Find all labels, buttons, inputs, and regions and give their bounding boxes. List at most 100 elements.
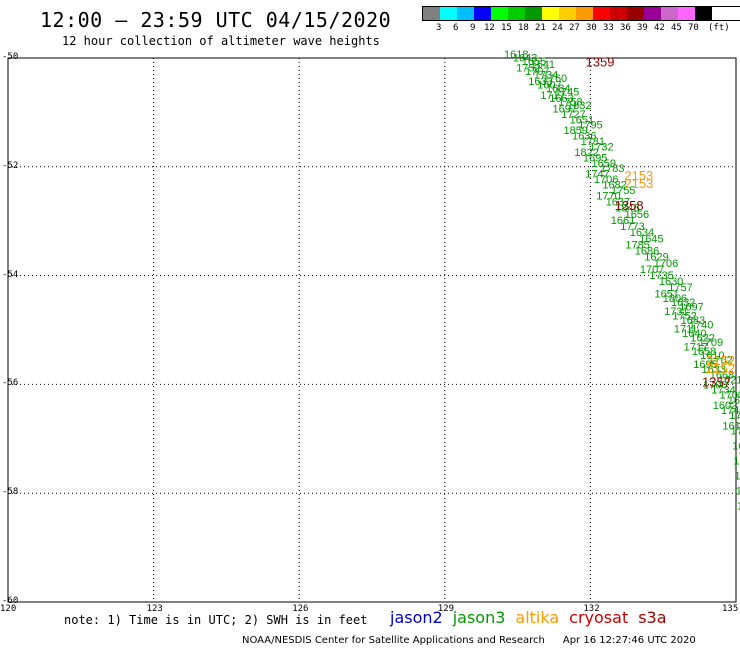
wave-height-label: 1633	[528, 76, 552, 88]
wave-height-label: 1661	[611, 215, 635, 227]
legend-jason2: jason2	[390, 608, 443, 627]
wave-height-label: 1609	[737, 415, 740, 427]
wave-height-label: 1758	[558, 97, 582, 109]
note-text: note: 1) Time is in UTC; 2) SWH is in fe…	[64, 613, 368, 627]
wave-height-label: 1731	[664, 306, 688, 318]
scale-label: 70	[688, 23, 699, 33]
wave-height-label: 1621	[718, 374, 740, 386]
y-tick-label: -54	[2, 269, 19, 280]
satellite-time-label: 1358	[615, 198, 644, 213]
scale-label: 15	[501, 23, 512, 33]
wave-height-label: 1643	[513, 52, 537, 64]
wave-height-label: 1622	[690, 333, 714, 345]
wave-height-label: 1832	[567, 100, 591, 112]
legend-jason3: jason3	[452, 608, 506, 627]
x-tick-label: 126	[292, 604, 309, 614]
scale-swatch	[695, 7, 712, 20]
wave-height-label: 1618	[722, 420, 740, 432]
footer-credit: NOAA/NESDIS Center for Satellite Applica…	[242, 635, 545, 646]
wave-height-label: 1707	[525, 66, 549, 78]
wave-height-label: 1695	[693, 359, 717, 371]
wave-height-label: 1747	[739, 430, 740, 442]
wave-height-label: 1673	[732, 441, 740, 453]
wave-height-label: 1636	[572, 131, 596, 143]
wave-height-label: 1683	[681, 315, 705, 327]
wave-height-label: 1760	[543, 73, 567, 85]
map-frame	[7, 57, 737, 603]
satellite-time-label: 2153	[624, 176, 653, 191]
scale-swatch	[525, 7, 542, 20]
scale-swatch	[440, 7, 457, 20]
x-tick-label: 129	[437, 604, 455, 614]
wave-height-label: 1734	[534, 69, 558, 81]
wave-height-label: 1618	[504, 49, 528, 61]
wave-height-label: 1791	[729, 410, 740, 422]
wave-height-label: 1700	[719, 390, 740, 402]
y-tick-label: -56	[2, 378, 19, 389]
scale-swatch	[627, 7, 644, 20]
wave-height-label: 1795	[578, 120, 602, 132]
wave-height-label: 1686	[635, 246, 659, 258]
wave-height-label: 1656	[625, 209, 649, 221]
scale-label: 3	[436, 23, 442, 33]
wave-height-label: 1735	[649, 270, 673, 282]
wave-height-label: 1706	[703, 379, 727, 391]
wave-height-label: 1707	[640, 264, 664, 276]
wave-height-label: 1634	[630, 227, 654, 239]
wave-height-label: 1633	[702, 364, 726, 376]
footer: NOAA/NESDIS Center for Satellite Applica…	[242, 635, 696, 646]
wave-height-label: 1734	[711, 385, 735, 397]
scale-swatch	[610, 7, 627, 20]
wave-height-label: 1773	[620, 221, 644, 233]
wave-height-label: 1708	[737, 501, 740, 513]
scale-label: 36	[620, 23, 631, 33]
satellite-time-label: 2152	[706, 353, 735, 368]
page-subtitle: 12 hour collection of altimeter wave hei…	[62, 34, 380, 48]
satellite-time-label: 1359	[586, 54, 615, 69]
scale-label: 21	[535, 23, 546, 33]
scale-unit: (ft)	[708, 23, 730, 33]
satellite-time-label: 2152	[706, 361, 735, 376]
wave-height-label: 1717	[540, 90, 564, 102]
wave-height-label: 1711	[674, 324, 698, 336]
wave-height-label: 1602	[713, 400, 737, 412]
wave-height-label: 1684	[546, 83, 570, 95]
satellite-time-label: 2153	[624, 168, 653, 183]
scale-label: 42	[654, 23, 665, 33]
wave-height-label: 1757	[668, 282, 692, 294]
wave-height-label: 1659	[591, 158, 615, 170]
scale-label: 30	[586, 23, 597, 33]
scale-swatch	[491, 7, 508, 20]
scale-label: 24	[552, 23, 563, 33]
scale-swatch	[542, 7, 559, 20]
wave-height-label: 1822	[574, 147, 598, 159]
wave-height-label: 1706	[594, 174, 618, 186]
scale-label: 39	[637, 23, 648, 33]
satellite-legend: jason2 jason3 altika cryosat s3a	[390, 608, 677, 627]
legend-altika: altika	[515, 608, 560, 627]
wave-height-label: 1717	[684, 341, 708, 353]
wave-height-label: 1607	[537, 80, 561, 92]
wave-height-label: 1781	[581, 136, 605, 148]
scale-label: 9	[470, 23, 476, 33]
wave-height-label: 1846	[615, 203, 639, 215]
wave-height-label: 1779	[735, 471, 740, 483]
wave-height-label: 1629	[644, 252, 668, 264]
x-tick-label: 120	[0, 604, 17, 614]
wave-height-label: 1682	[602, 180, 626, 192]
scale-swatch	[457, 7, 474, 20]
wave-height-label: 1859	[563, 125, 587, 137]
wave-height-label: 1697	[679, 302, 703, 314]
scale-swatch	[559, 7, 576, 20]
wave-height-label: 1702	[708, 355, 732, 367]
legend-s3a: s3a	[638, 608, 667, 627]
wave-height-label: 1718	[733, 456, 740, 468]
wave-height-label: 1732	[589, 141, 613, 153]
wave-height-label: 1637	[606, 197, 630, 209]
wave-height-label: 1641	[531, 59, 555, 71]
scale-swatches	[422, 6, 740, 21]
scale-swatch	[423, 7, 440, 20]
scale-swatch	[661, 7, 678, 20]
wave-height-color-scale: (ft) 3 6 9 12 15 18 21 24 27 30 33 36 39 42 45 70	[422, 6, 740, 33]
